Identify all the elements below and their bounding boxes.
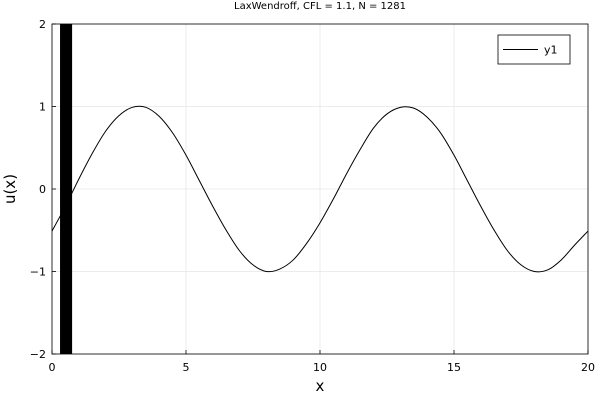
y-tick-label: −1 <box>30 266 46 279</box>
y-tick-label: 1 <box>39 101 46 114</box>
oscillation-band <box>60 24 73 354</box>
x-tick-label: 10 <box>313 361 327 374</box>
series-group <box>51 105 589 273</box>
series-line-y1 <box>51 105 589 273</box>
x-axis-label: x <box>316 377 325 395</box>
legend-entry-y1: y1 <box>544 44 558 57</box>
chart-title: LaxWendroff, CFL = 1.1, N = 1281 <box>234 1 406 12</box>
y-axis-label: u(x) <box>1 174 19 204</box>
x-tick-label: 20 <box>581 361 595 374</box>
x-tick-label: 0 <box>49 361 56 374</box>
y-tick-label: 2 <box>39 18 46 31</box>
legend: y1 <box>497 34 571 65</box>
y-axis-ticks: −2 −1 0 1 2 <box>30 18 56 361</box>
x-tick-label: 15 <box>447 361 461 374</box>
x-axis-ticks: 0 5 10 15 20 <box>49 350 595 374</box>
x-tick-label: 5 <box>183 361 190 374</box>
oscillation-band-fill <box>60 24 73 354</box>
y-tick-label: −2 <box>30 348 46 361</box>
y-tick-label: 0 <box>39 183 46 196</box>
